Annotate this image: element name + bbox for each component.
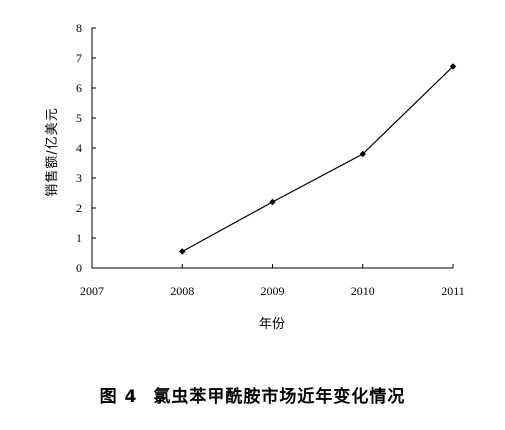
chart-axes	[91, 28, 453, 269]
y-tick-label: 4	[76, 141, 82, 155]
chart-series	[179, 63, 457, 255]
data-point	[359, 150, 366, 158]
chart-ticks: 0 1 2 3 4 5 6 7 8 2007 2008 2009 2010 2011	[76, 21, 465, 298]
figure-title: 氯虫苯甲酰胺市场近年变化情况	[153, 387, 406, 407]
x-tick-label: 2010	[351, 284, 375, 298]
x-tick-label: 2007	[80, 284, 104, 298]
y-tick-label: 0	[76, 261, 82, 275]
line-chart: 0 1 2 3 4 5 6 7 8 2007 2008 2009 2010 2011 年份 销售额/亿美元	[44, 21, 465, 332]
x-tick-label: 2011	[441, 284, 465, 298]
figure-number: 图 4	[99, 387, 138, 407]
figure-caption: 图 4 氯虫苯甲酰胺市场近年变化情况	[0, 382, 505, 407]
data-point	[269, 198, 276, 206]
y-tick-label: 1	[76, 231, 82, 245]
x-tick-label: 2008	[170, 284, 194, 298]
y-tick-label: 7	[76, 51, 82, 65]
y-tick-label: 2	[76, 201, 82, 215]
series-line	[181, 65, 454, 253]
y-tick-label: 6	[76, 81, 82, 95]
y-tick-label: 3	[76, 171, 82, 185]
y-axis-title: 销售额/亿美元	[44, 107, 60, 196]
y-tick-label: 8	[76, 21, 82, 35]
data-point	[449, 63, 457, 70]
y-tick-label: 5	[76, 111, 82, 125]
data-point	[179, 248, 186, 255]
x-tick-label: 2009	[261, 284, 285, 298]
x-axis-title: 年份	[259, 317, 285, 332]
